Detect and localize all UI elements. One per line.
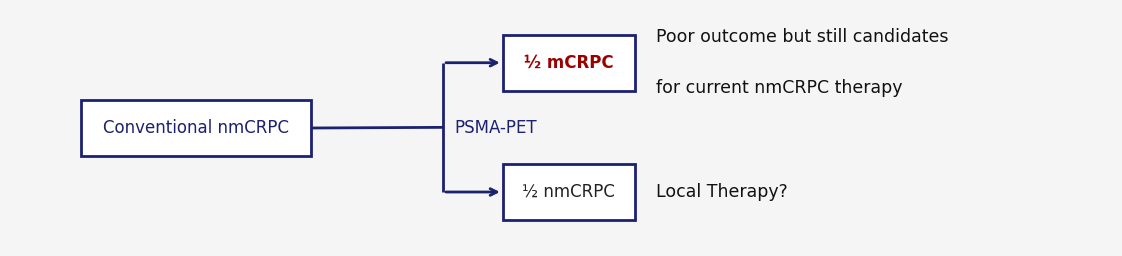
FancyBboxPatch shape xyxy=(503,164,635,220)
Text: for current nmCRPC therapy: for current nmCRPC therapy xyxy=(656,79,903,97)
Text: PSMA-PET: PSMA-PET xyxy=(454,119,537,137)
Text: ½ nmCRPC: ½ nmCRPC xyxy=(523,183,615,201)
Text: Local Therapy?: Local Therapy? xyxy=(656,183,788,201)
FancyBboxPatch shape xyxy=(81,100,311,156)
Text: Conventional nmCRPC: Conventional nmCRPC xyxy=(103,119,289,137)
FancyBboxPatch shape xyxy=(503,35,635,91)
Text: ½ mCRPC: ½ mCRPC xyxy=(524,54,614,72)
Text: Poor outcome but still candidates: Poor outcome but still candidates xyxy=(656,28,949,46)
